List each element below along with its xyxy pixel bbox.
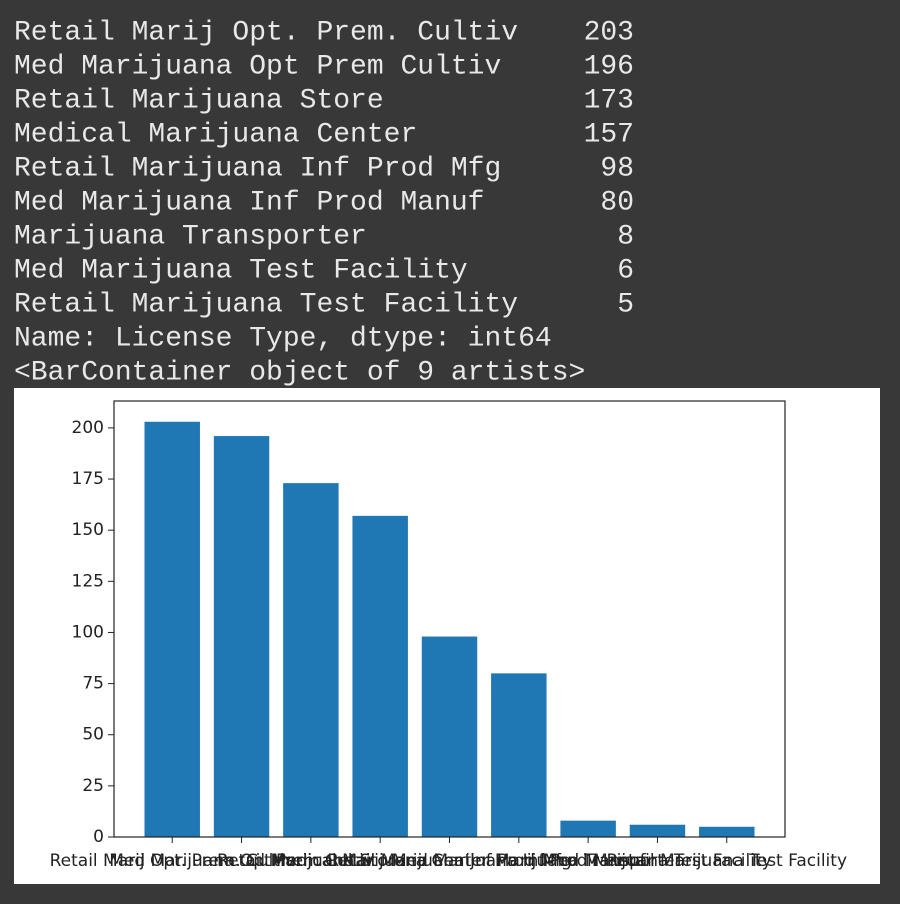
- y-tick-label: 0: [93, 827, 104, 847]
- x-tick-label: Med Marijuana Inf Prod Manuf: [392, 851, 647, 871]
- y-tick-label: 200: [72, 418, 104, 438]
- x-tick-label: Retail Marijuana Inf Prod Mfg: [327, 851, 572, 871]
- bar: [699, 826, 755, 837]
- y-tick-label: 25: [82, 776, 104, 796]
- bar: [421, 636, 478, 837]
- row-count: 6: [617, 255, 634, 286]
- y-tick-label: 150: [72, 520, 104, 540]
- bar: [491, 673, 547, 837]
- row-count: 203: [584, 17, 634, 48]
- bar: [283, 483, 339, 837]
- y-tick-label: 75: [82, 674, 104, 694]
- row-count: 196: [584, 51, 634, 82]
- row-count: 8: [617, 221, 634, 252]
- row-label: Med Marijuana Test Facility: [14, 255, 468, 286]
- bar: [560, 820, 616, 837]
- row-label: Retail Marijuana Test Facility: [14, 289, 518, 320]
- bar: [629, 824, 686, 837]
- row-count: 173: [584, 85, 634, 116]
- x-tick-label: Marijuana Transporter: [495, 851, 682, 871]
- row-count: 5: [617, 289, 634, 320]
- dtype-line: Name: License Type, dtype: int64: [14, 323, 552, 354]
- row-label: Retail Marij Opt. Prem. Cultiv: [14, 17, 518, 48]
- row-count: 80: [600, 187, 634, 218]
- row-label: Med Marijuana Inf Prod Manuf: [14, 187, 484, 218]
- x-tick-label: Retail Marijuana Store: [217, 851, 405, 871]
- row-count: 98: [600, 153, 634, 184]
- plot-frame: [113, 400, 786, 838]
- row-label: Marijuana Transporter: [14, 221, 367, 252]
- row-label: Medical Marijuana Center: [14, 119, 417, 150]
- row-label: Retail Marijuana Inf Prod Mfg: [14, 153, 501, 184]
- y-tick-label: 50: [82, 725, 104, 745]
- x-tick-label: Medical Marijuana Center: [272, 851, 489, 871]
- row-label: Retail Marijuana Store: [14, 85, 384, 116]
- y-tick-label: 175: [72, 469, 104, 489]
- x-tick-label: Med Marijuana Opt Prem Cultiv: [109, 851, 374, 871]
- x-tick-label: Retail Marijuana Test Facility: [607, 851, 848, 871]
- y-tick-label: 125: [72, 571, 104, 591]
- row-count: 157: [584, 119, 634, 150]
- bar: [213, 436, 270, 837]
- x-tick-label: Retail Marij Opt. Prem. Cultiv: [50, 851, 295, 871]
- bar: [352, 515, 408, 837]
- row-label: Med Marijuana Opt Prem Cultiv: [14, 51, 501, 82]
- bar: [144, 421, 200, 837]
- x-tick-label: Med Marijuana Test Facility: [543, 851, 771, 871]
- y-tick-label: 100: [72, 622, 104, 642]
- repr-line: <BarContainer object of 9 artists>: [14, 357, 585, 388]
